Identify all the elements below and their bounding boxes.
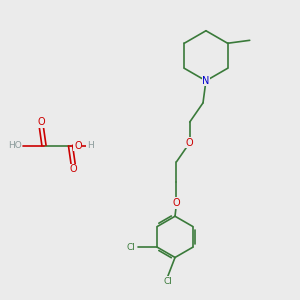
Text: N: N <box>202 76 210 86</box>
Text: O: O <box>37 117 45 127</box>
Text: H: H <box>87 141 94 150</box>
Text: O: O <box>70 164 77 174</box>
Text: Cl: Cl <box>126 243 135 252</box>
Text: Cl: Cl <box>163 277 172 286</box>
Text: O: O <box>74 141 82 151</box>
Text: O: O <box>186 138 194 148</box>
Text: O: O <box>173 198 180 208</box>
Text: HO: HO <box>8 141 22 150</box>
